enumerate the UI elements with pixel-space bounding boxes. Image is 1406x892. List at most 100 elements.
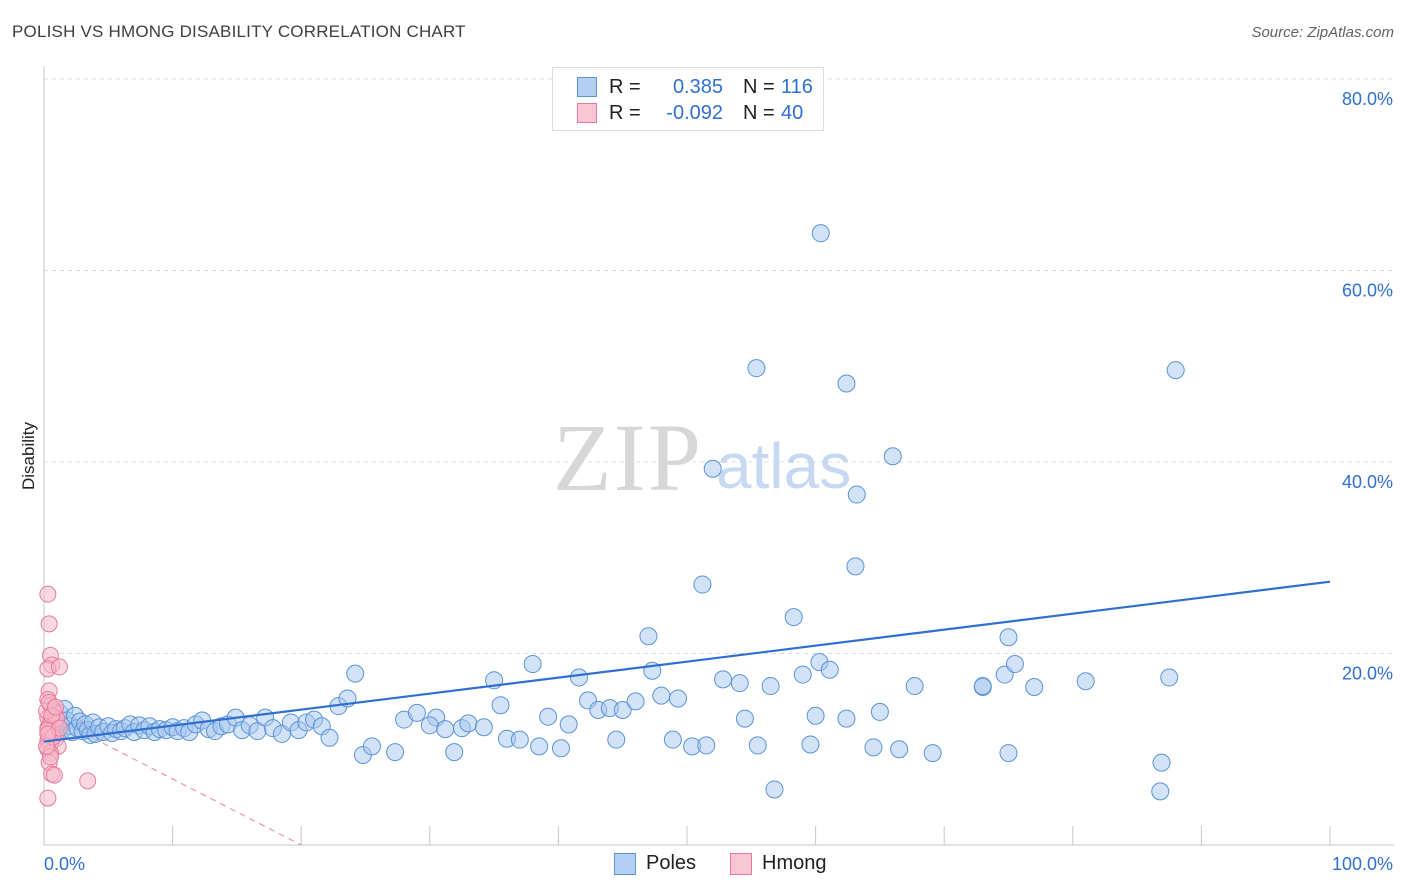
poles-point [703, 459, 722, 478]
watermark-atlas: atlas [716, 430, 851, 502]
r-value: -0.092 [666, 101, 723, 124]
x-tick-label: 0.0% [44, 854, 85, 874]
poles-point [905, 677, 924, 696]
axis-labels: 20.0% 40.0% 60.0% 80.0% 0.0% 100.0% Disability [19, 89, 1393, 874]
hmong-point [50, 658, 68, 676]
hmong-points [38, 585, 97, 807]
poles-point [407, 703, 426, 722]
poles-point [420, 716, 439, 735]
poles-point [1160, 668, 1179, 687]
poles-point [847, 485, 866, 504]
n-label: N = [743, 75, 775, 98]
poles-point [846, 557, 865, 576]
y-tick-label: 40.0% [1342, 472, 1393, 492]
watermark-zip: ZIP [553, 404, 703, 511]
poles-point [663, 730, 682, 749]
poles-point [668, 689, 687, 708]
poles-point [761, 677, 780, 696]
r-value: 0.385 [672, 75, 723, 98]
legend-row-hmong: R = -0.092 N = 40 [577, 100, 803, 126]
poles-point [1152, 753, 1171, 772]
r-label: R = [609, 75, 641, 98]
poles-point [491, 696, 510, 715]
poles-point [693, 575, 712, 594]
poles-point [1025, 678, 1044, 697]
poles-point [793, 665, 812, 684]
poles-point [999, 628, 1018, 647]
poles-point [510, 730, 529, 749]
n-value: 40 [781, 101, 804, 124]
poles-point [346, 664, 365, 683]
poles-point [837, 709, 856, 728]
poles-point [999, 744, 1018, 763]
poles-point [806, 706, 825, 725]
poles-point [747, 359, 766, 378]
poles-point [530, 737, 549, 756]
poles-point [639, 627, 658, 646]
y-tick-label: 20.0% [1342, 664, 1393, 684]
poles-point [626, 692, 645, 711]
poles-point [523, 655, 542, 674]
poles-point [973, 677, 992, 696]
hmong-swatch [577, 103, 597, 123]
y-tick-label: 80.0% [1342, 89, 1393, 109]
poles-point [445, 743, 464, 762]
poles-point [1005, 655, 1024, 674]
poles-point [569, 668, 588, 687]
poles-swatch [577, 77, 597, 97]
hmong-point [40, 615, 58, 633]
poles-point [1166, 361, 1185, 380]
legend-row-poles: R = 0.385 N = 116 [577, 74, 813, 100]
x-tick-label: 100.0% [1332, 854, 1393, 874]
poles-point [890, 740, 909, 759]
poles-point [765, 780, 784, 799]
poles-point [320, 728, 339, 747]
poles-point [801, 735, 820, 754]
poles-point [1076, 672, 1095, 691]
poles-point [883, 447, 902, 466]
poles-point [613, 700, 632, 719]
poles-point [436, 720, 455, 739]
legend-item-poles: Poles [614, 852, 696, 875]
poles-point [607, 730, 626, 749]
source-label: Source: ZipAtlas.com [1251, 24, 1394, 41]
poles-trend-line [43, 580, 1331, 743]
grid-lines [44, 78, 1394, 654]
poles-legend-label: Poles [646, 852, 697, 874]
poles-point [697, 736, 716, 755]
poles-point [748, 736, 767, 755]
y-tick-label: 60.0% [1342, 281, 1393, 301]
correlation-legend: R = 0.385 N = 116 R = -0.092 N = 40 [552, 67, 824, 131]
hmong-legend-label: Hmong [762, 852, 827, 874]
poles-point [820, 660, 839, 679]
poles-point [784, 608, 803, 627]
poles-point [362, 737, 381, 756]
poles-point [870, 702, 889, 721]
poles-point [386, 743, 405, 762]
n-label: N = [743, 101, 775, 124]
poles-point [539, 707, 558, 726]
poles-point [811, 224, 830, 243]
poles-point [714, 670, 733, 689]
poles-point [551, 739, 570, 758]
r-label: R = [609, 101, 641, 124]
poles-point [864, 738, 883, 757]
hmong-swatch [730, 852, 753, 875]
poles-point [735, 709, 754, 728]
hmong-point [79, 772, 97, 790]
poles-point [923, 744, 942, 763]
poles-point [474, 718, 493, 737]
hmong-point [47, 698, 65, 716]
series-legend: Poles Hmong [614, 852, 861, 875]
poles-trend-group [43, 580, 1331, 743]
poles-point [1151, 782, 1170, 801]
y-axis-title: Disability [19, 421, 38, 490]
poles-point [559, 715, 578, 734]
poles-points [45, 224, 1185, 801]
poles-point [459, 714, 478, 733]
poles-point [730, 674, 749, 693]
n-value: 116 [781, 75, 813, 98]
hmong-point [45, 766, 63, 784]
chart-title: POLISH VS HMONG DISABILITY CORRELATION C… [12, 22, 466, 41]
